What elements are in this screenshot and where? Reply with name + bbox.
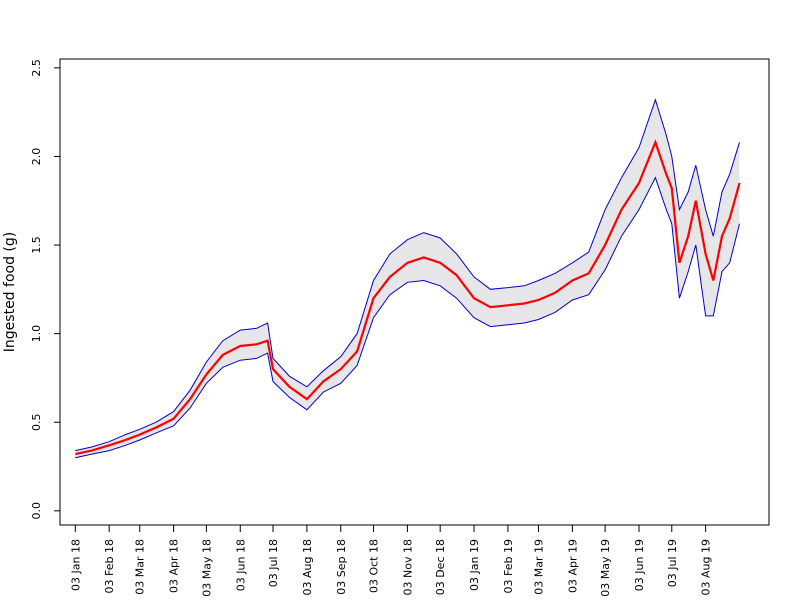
x-tick-label: 03 Nov 18: [401, 539, 414, 595]
x-tick-label: 03 Jun 18: [234, 539, 247, 591]
y-axis-title: Ingested food (g): [2, 232, 18, 352]
y-axis: 0.0 0.5 1.0 1.5 2.0 2.5: [30, 59, 61, 520]
upper-bound-line: [75, 98, 740, 452]
y-tick-label: 1.5: [30, 236, 43, 254]
x-tick-label: 03 Jan 18: [69, 539, 82, 591]
x-tick-label: 03 Mar 19: [533, 539, 546, 595]
mean-line: [75, 139, 741, 456]
x-tick-label: 03 Jun 19: [633, 539, 646, 591]
x-axis: 03 Jan 18 03 Feb 18 03 Mar 18 03 Apr 18 03 M…: [69, 524, 713, 597]
x-tick-label: 03 Oct 18: [368, 539, 381, 593]
x-tick-label: 03 Feb 18: [103, 539, 116, 593]
x-tick-label: 03 May 19: [599, 539, 612, 597]
x-tick-label: 03 Dec 18: [434, 539, 447, 595]
x-tick-label: 03 Apr 18: [168, 539, 181, 593]
y-tick-label: 0.5: [30, 413, 43, 431]
x-tick-label: 03 Jul 19: [666, 539, 679, 587]
x-tick-label: 03 Feb 19: [502, 539, 515, 593]
x-tick-label: 03 May 18: [200, 539, 213, 597]
y-tick-label: 2.0: [30, 148, 43, 166]
y-tick-label: 2.5: [30, 59, 43, 77]
x-tick-label: 03 Aug 18: [301, 539, 314, 595]
lower-bound-line: [75, 176, 740, 459]
y-tick-label: 1.0: [30, 325, 43, 343]
x-tick-label: 03 Apr 19: [566, 539, 579, 593]
x-tick-label: 03 Mar 18: [134, 539, 147, 595]
y-tick-label: 0.0: [30, 502, 43, 520]
x-tick-label: 03 Jan 19: [468, 539, 481, 591]
x-tick-label: 03 Aug 19: [700, 539, 713, 595]
confidence-band: [75, 99, 740, 458]
x-tick-label: 03 Jul 18: [267, 539, 280, 587]
x-tick-label: 03 Sep 18: [335, 539, 348, 595]
